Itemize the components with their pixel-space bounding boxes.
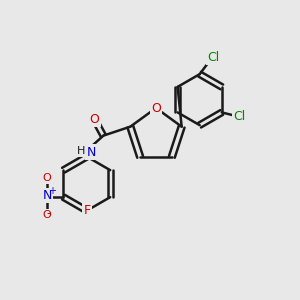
Text: +: + [48,186,56,196]
Text: O: O [43,210,51,220]
Text: F: F [83,204,90,217]
Text: -: - [47,207,51,220]
Text: N: N [87,146,96,159]
Text: O: O [43,173,51,183]
Text: H: H [76,146,85,156]
Text: O: O [151,101,161,115]
Text: O: O [89,113,99,126]
Text: Cl: Cl [207,51,219,64]
Text: N: N [42,189,52,202]
Text: Cl: Cl [234,110,246,123]
